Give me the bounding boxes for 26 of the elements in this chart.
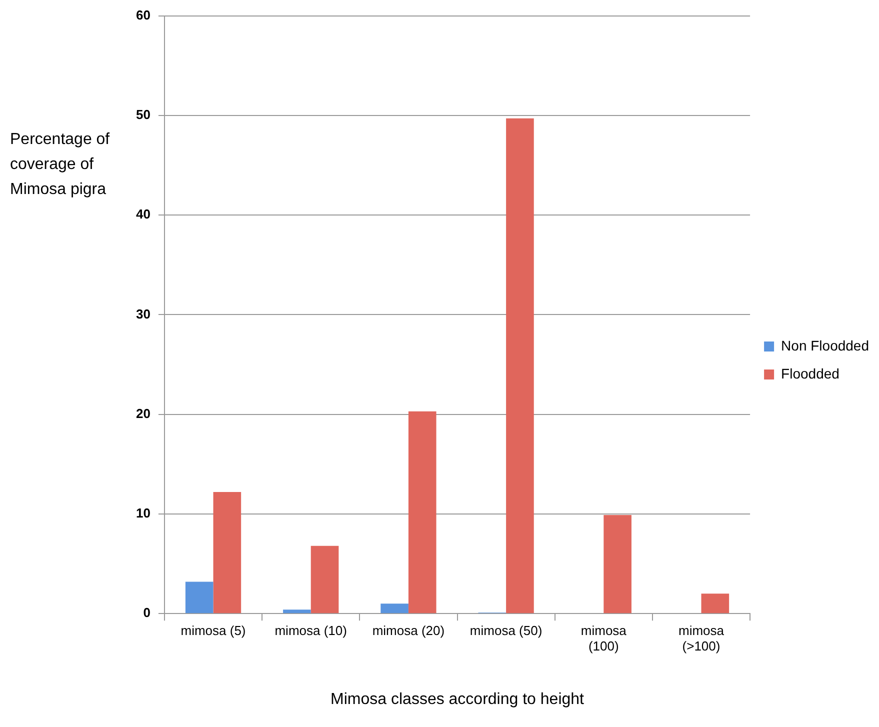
y-tick-label: 30	[136, 306, 150, 322]
bar	[310, 546, 339, 614]
bar	[701, 594, 730, 614]
legend-label: Non Floodded	[781, 337, 869, 354]
bar	[604, 514, 632, 614]
x-axis-title: Mimosa classes according to height	[330, 690, 585, 708]
x-tick-label: mimosa (20)	[372, 622, 445, 638]
y-tick-label: 50	[136, 107, 150, 122]
y-tick-label: 10	[136, 506, 150, 521]
x-tick-label: mimosa (50)	[470, 622, 542, 638]
y-tick-label: 0	[143, 605, 150, 620]
bar	[506, 118, 534, 614]
x-tick-label: mimosa (100)	[580, 622, 628, 654]
y-tick-label: 20	[136, 406, 150, 421]
x-tick-label: mimosa (>100)	[678, 622, 725, 654]
bar	[408, 411, 436, 614]
bar	[283, 610, 311, 614]
bar	[380, 604, 408, 614]
x-tick-label: mimosa (10)	[274, 622, 347, 638]
bar	[185, 582, 214, 614]
x-tick-label: mimosa (5)	[180, 622, 246, 638]
y-axis-title: Percentage of coverage of Mimosa pigra	[10, 130, 111, 200]
y-tick-label: 40	[136, 206, 150, 222]
bar	[213, 492, 242, 614]
y-tick-label: 60	[136, 7, 150, 22]
legend-label: Floodded	[781, 365, 840, 382]
